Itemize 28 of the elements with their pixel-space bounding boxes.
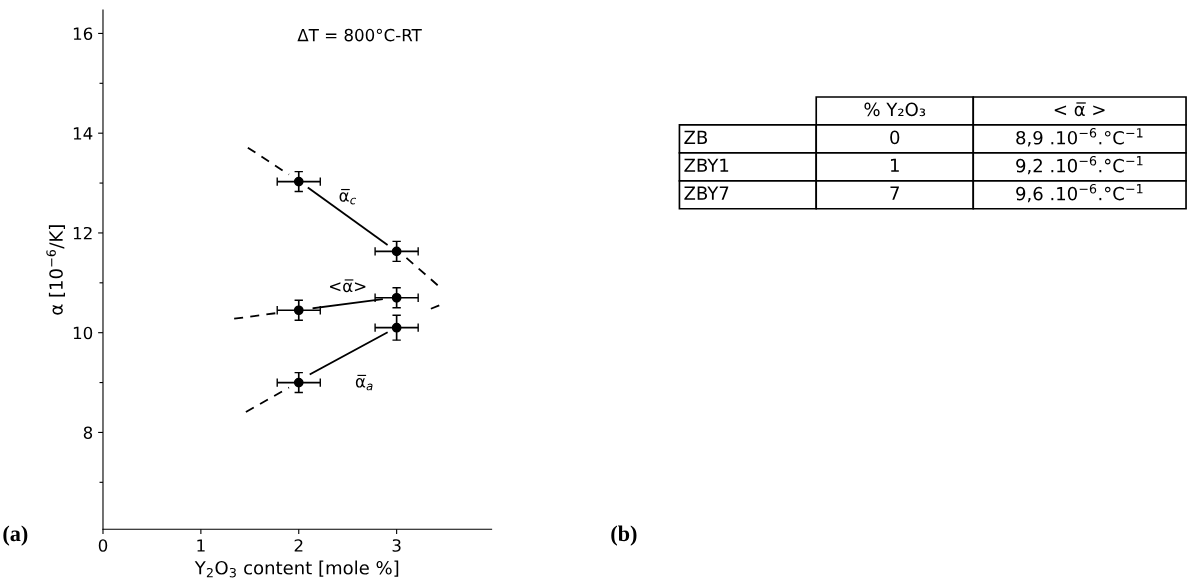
category-label: ZBY1 <box>684 158 729 172</box>
x-tick-label: 3 <box>392 539 401 552</box>
category-label: ZB <box>684 130 708 144</box>
x-tick-label: 0 <box>98 539 108 552</box>
y-tick-label: 12 <box>73 226 92 240</box>
annotation: ΔT = 800°C-RT <box>297 28 422 42</box>
text: (b) <box>611 525 637 546</box>
category-label: % Y₂O₃ <box>864 102 926 117</box>
y-tick-label: 16 <box>73 27 93 41</box>
x-axis-title: Y$_{2}$O$_{3}$ content [mole %] <box>194 560 399 578</box>
series-label: <α̅> <box>330 279 366 293</box>
y-axis-title: α [10$^{−6}$/K] <box>46 225 65 315</box>
text: (a) <box>3 525 28 546</box>
text: 1 <box>890 158 899 172</box>
text: 9,2 .10$^{−6}$.°C$^{−1}$ <box>1016 155 1143 175</box>
text: α̅$_{c}$ <box>339 188 357 205</box>
text: 8,9 .10$^{−6}$.°C$^{−1}$ <box>1016 128 1143 147</box>
y-tick-label: 14 <box>73 127 93 140</box>
text: 0 <box>890 130 900 145</box>
text: 7 <box>890 186 899 200</box>
x-tick-label: 2 <box>294 539 303 552</box>
y-tick-label: 10 <box>73 326 93 340</box>
text: 9,6 .10$^{−6}$.°C$^{−1}$ <box>1016 183 1143 203</box>
y-tick-label: 8 <box>83 426 93 440</box>
category-label: < α̅ > <box>1054 102 1105 117</box>
category-label: ZBY7 <box>684 186 729 200</box>
text: α̅$_{a}$ <box>355 374 373 391</box>
x-tick-label: 1 <box>197 539 205 552</box>
